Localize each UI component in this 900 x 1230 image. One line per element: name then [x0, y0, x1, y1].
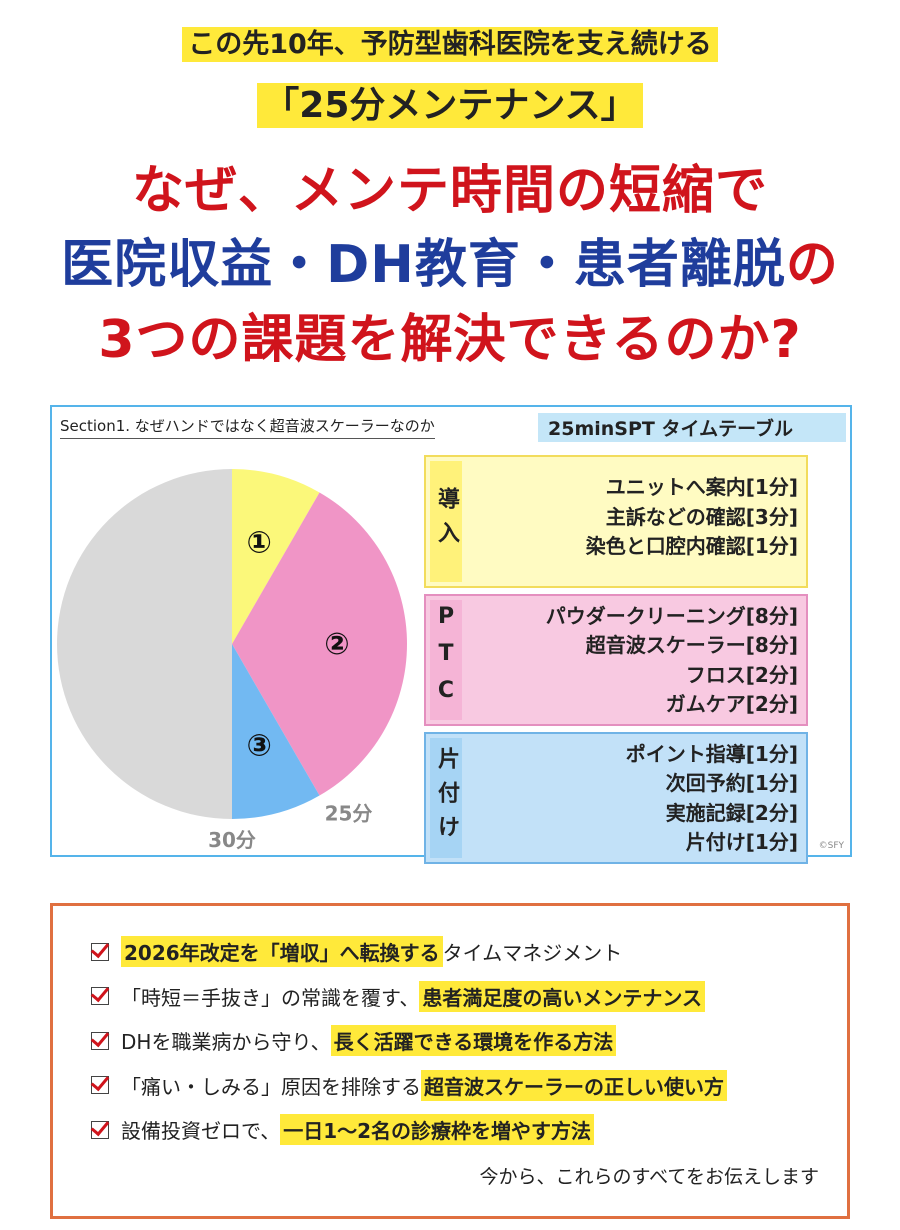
- checkbox: [91, 1031, 109, 1050]
- check-text: 2026年改定を「増収」へ転換する: [121, 936, 443, 967]
- slice-label: ③: [246, 728, 271, 763]
- headline-text: 医院収益・DH教育・患者離脱: [61, 235, 786, 295]
- group-item: 次回予約[1分]: [665, 771, 798, 795]
- subtitle: この先10年、予防型歯科医院を支え続ける: [0, 22, 900, 62]
- section-label: Section1. なぜハンドではなく超音波スケーラーなのか: [60, 415, 435, 439]
- section-box: Section1. なぜハンドではなく超音波スケーラーなのか 25minSPT …: [50, 405, 852, 864]
- group-item: 実施記録[2分]: [665, 800, 798, 825]
- group-label: PTC: [430, 599, 462, 720]
- product: 「25分メンテナンス」: [0, 76, 900, 128]
- checkbox: [91, 1120, 109, 1139]
- check-text: 超音波スケーラーの正しい使い方: [421, 1069, 727, 1101]
- slice-label: ①: [246, 526, 271, 561]
- pie-annotation: 30分: [208, 828, 256, 852]
- pie-annotation: 25分: [325, 802, 373, 826]
- group-items: ポイント指導[1分] 次回予約[1分] 実施記録[2分] 片付け[1分]: [462, 734, 806, 862]
- check-text: 「時短＝手抜き」の常識を覆す、: [121, 985, 420, 1010]
- group-item: ポイント指導[1分]: [625, 741, 798, 766]
- group-item: 片付け[1分]: [685, 830, 798, 854]
- group-items: ユニットへ案内[1分] 主訴などの確認[3分] 染色と口腔内確認[1分]: [462, 457, 806, 586]
- check-item: 2026年改定を「増収」へ転換する タイムマネジメント: [91, 936, 622, 967]
- headline-line: 医院収益・DH教育・患者離脱の: [0, 222, 900, 297]
- time-group: 片付け ポイント指導[1分] 次回予約[1分] 実施記録[2分] 片付け[1分]: [424, 731, 808, 864]
- checkbox: [91, 942, 109, 961]
- check-item: 設備投資ゼロで、 一日1～2名の診療枠を増やす方法: [91, 1114, 595, 1145]
- headline-line: なぜ、メンテ時間の短縮で: [0, 148, 900, 223]
- headline-line: 3つの課題を解決できるのか?: [0, 297, 900, 372]
- pie-chart: ① ② ③ 25分 30分: [57, 469, 407, 852]
- check-text: 設備投資ゼロで、: [121, 1119, 281, 1143]
- check-item: 「時短＝手抜き」の常識を覆す、 患者満足度の高いメンテナンス: [91, 980, 706, 1012]
- check-text: 「痛い・しみる」原因を排除する: [121, 1074, 421, 1099]
- group-item: パウダークリーニング[8分]: [545, 603, 798, 628]
- time-group: 導入 ユニットへ案内[1分] 主訴などの確認[3分] 染色と口腔内確認[1分]: [424, 455, 808, 588]
- group-item: 染色と口腔内確認[1分]: [585, 534, 798, 558]
- checkbox: [91, 987, 109, 1005]
- check-item: DHを職業病から守り、 長く活躍できる環境を作る方法: [91, 1025, 617, 1056]
- check-text: 患者満足度の高いメンテナンス: [419, 980, 706, 1012]
- check-text: 一日1～2名の診療枠を増やす方法: [280, 1114, 595, 1145]
- copyright: ©SFY: [818, 841, 844, 851]
- check-text: 長く活躍できる環境を作る方法: [330, 1025, 617, 1056]
- slice-label: ②: [324, 627, 349, 662]
- group-item: フロス[2分]: [685, 662, 798, 687]
- product-name: 「25分メンテナンス」: [257, 83, 643, 128]
- checkbox: [91, 1076, 109, 1094]
- group-item: 超音波スケーラー[8分]: [585, 633, 798, 657]
- closing: 今から、これらのすべてをお伝えします: [479, 1166, 819, 1188]
- group-label: 導入: [430, 461, 462, 582]
- headline-text: 3つの課題を解決できるのか?: [98, 310, 802, 370]
- headline-text: なぜ、メンテ時間の短縮で: [131, 161, 768, 221]
- group-item: 主訴などの確認[3分]: [605, 504, 798, 529]
- table-title: 25minSPT タイムテーブル: [538, 413, 846, 442]
- subtitle-line: この先10年、予防型歯科医院を支え続ける: [182, 27, 718, 62]
- group-item: ユニットへ案内[1分]: [605, 475, 798, 499]
- checklist: 今から、これらのすべてをお伝えします 2026年改定を「増収」へ転換する タイムマ…: [50, 903, 850, 1219]
- group-label: 片付け: [430, 737, 462, 858]
- headline-text: の: [785, 235, 839, 295]
- group-items: パウダークリーニング[8分] 超音波スケーラー[8分] フロス[2分] ガムケア[2分…: [462, 596, 806, 724]
- check-item: 「痛い・しみる」原因を排除する 超音波スケーラーの正しい使い方: [91, 1069, 727, 1101]
- group-item: ガムケア[2分]: [665, 692, 798, 716]
- check-text: タイムマネジメント: [442, 941, 623, 965]
- check-text: DHを職業病から守り、: [121, 1030, 331, 1054]
- pie-slice: [232, 644, 320, 819]
- pie-slice: [232, 469, 320, 644]
- pie-slice: [57, 469, 232, 819]
- time-group: PTC パウダークリーニング[8分] 超音波スケーラー[8分] フロス[2分] ガムケア…: [424, 593, 808, 726]
